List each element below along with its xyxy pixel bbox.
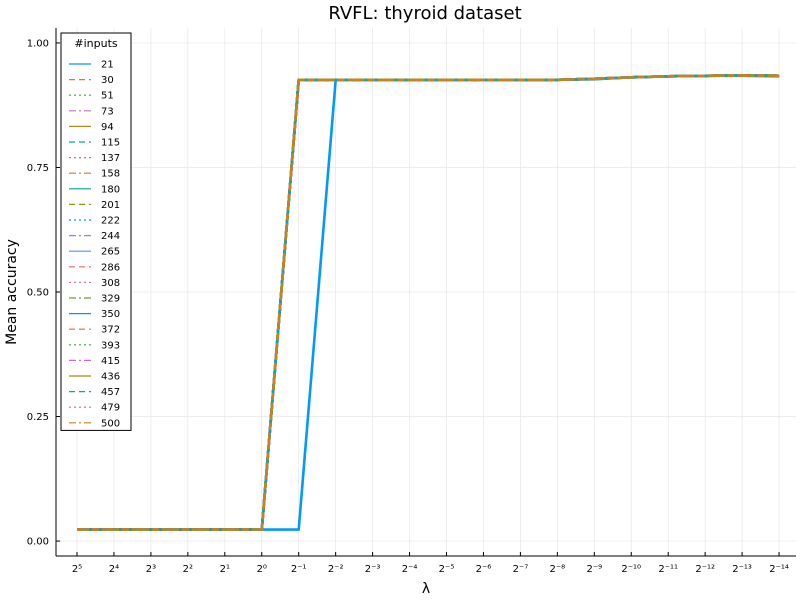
legend-entry-label: 73	[101, 106, 114, 117]
legend-box	[60, 32, 132, 431]
y-tick-label: 0.00	[27, 537, 49, 548]
x-tick-label: 2⁻¹⁴	[769, 564, 789, 575]
series-line-372	[77, 74, 780, 531]
x-tick-label: 2⁻¹¹	[658, 564, 678, 575]
legend-entry-label: 244	[101, 231, 120, 242]
legend-entry-label: 201	[101, 200, 120, 211]
series-line-350	[77, 74, 780, 531]
x-tick-label: 2⁻⁷	[513, 564, 529, 575]
series-line-500	[77, 74, 780, 531]
legend-entry-label: 21	[101, 60, 114, 71]
series-line-244	[77, 74, 780, 531]
x-tick-label: 2⁻⁸	[550, 564, 566, 575]
x-tick-label: 2³	[146, 564, 156, 575]
series-line-180	[77, 74, 780, 531]
legend: #inputs 21 30 51 73 94 115 137 158 180 201 222 244 26…	[60, 32, 132, 431]
grid	[56, 28, 796, 556]
legend-entry-label: 350	[101, 309, 120, 320]
legend-entry-label: 115	[101, 138, 120, 149]
series-line-308	[77, 74, 780, 531]
series-line-329	[77, 74, 780, 531]
series-line-73	[77, 74, 780, 531]
x-tick-label: 2¹	[220, 564, 230, 575]
legend-entry-label: 393	[101, 340, 120, 351]
series-line-201	[77, 74, 780, 531]
series-line-115	[77, 74, 780, 531]
legend-entry-label: 51	[101, 91, 114, 102]
legend-entry-label: 180	[101, 184, 120, 195]
legend-entry-label: 500	[101, 418, 120, 429]
x-tick-label: 2⁴	[109, 564, 119, 575]
x-tick-label: 2⁻⁴	[402, 564, 418, 575]
y-tick-label: 0.50	[27, 288, 49, 299]
x-axis-label: λ	[422, 581, 430, 597]
series-line-30	[77, 74, 780, 531]
legend-entry-label: 286	[101, 262, 120, 273]
x-tick-label: 2²	[183, 564, 193, 575]
y-tick-label: 1.00	[27, 38, 49, 49]
series-line-286	[77, 74, 780, 531]
x-tick-label: 2⁻⁵	[439, 564, 455, 575]
x-tick-label: 2⁻²	[328, 564, 344, 575]
y-axis-ticks: 0.00 0.25 0.50 0.75 1.00	[27, 38, 60, 548]
legend-entry-label: 479	[101, 403, 120, 414]
series-line-158	[77, 74, 780, 531]
series-line-21	[77, 74, 780, 531]
y-tick-label: 0.75	[27, 163, 49, 174]
series-line-457	[77, 74, 780, 531]
x-tick-label: 2⁻¹	[291, 564, 307, 575]
legend-entry-label: 158	[101, 169, 120, 180]
series-line-479	[77, 74, 780, 531]
series-line-415	[77, 74, 780, 531]
series-line-137	[77, 74, 780, 531]
x-tick-label: 2⁻¹⁰	[621, 564, 641, 575]
legend-entry-label: 30	[101, 75, 114, 86]
x-axis-ticks: 2⁵ 2⁴ 2³ 2² 2¹ 2⁰ 2⁻¹ 2⁻² 2⁻³ 2⁻⁴ 2⁻⁵ 2⁻⁶ 2⁻⁷ 2⁻⁸ 2⁻⁹ 2…	[72, 552, 789, 575]
x-tick-label: 2⁻¹²	[695, 564, 715, 575]
y-tick-label: 0.25	[27, 412, 49, 423]
legend-entry-label: 457	[101, 387, 120, 398]
y-axis-label: Mean accuracy	[4, 239, 20, 345]
legend-entry-label: 137	[101, 153, 120, 164]
series-line-393	[77, 74, 780, 531]
legend-entry-label: 308	[101, 278, 120, 289]
legend-title: #inputs	[74, 37, 118, 50]
legend-entry-label: 94	[101, 122, 114, 133]
x-tick-label: 2⁻⁶	[476, 564, 492, 575]
legend-entry-label: 415	[101, 356, 120, 367]
legend-entry-label: 329	[101, 294, 120, 305]
legend-entry-label: 372	[101, 325, 120, 336]
series-line-265	[77, 74, 780, 531]
series-line-51	[77, 74, 780, 531]
chart-title: RVFL: thyroid dataset	[328, 3, 521, 24]
x-tick-label: 2⁻⁹	[586, 564, 602, 575]
legend-entry-label: 436	[101, 372, 120, 383]
x-tick-label: 2⁻³	[365, 564, 381, 575]
series-line-94	[77, 74, 780, 531]
series-line-222	[77, 74, 780, 531]
series-lines	[77, 74, 780, 531]
x-tick-label: 2⁻¹³	[732, 564, 752, 575]
x-tick-label: 2⁵	[72, 564, 82, 575]
series-line-436	[77, 74, 780, 531]
legend-entry-label: 222	[101, 216, 120, 227]
legend-entry-label: 265	[101, 247, 120, 258]
x-tick-label: 2⁰	[257, 564, 267, 575]
